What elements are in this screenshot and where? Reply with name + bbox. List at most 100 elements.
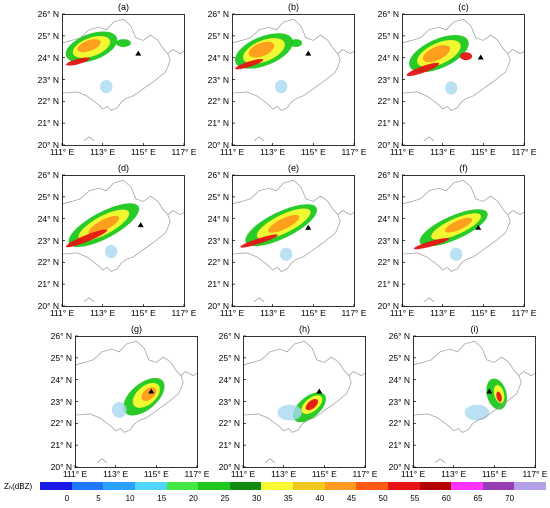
y-tick-label: 21° N <box>207 279 229 290</box>
east-border <box>515 375 522 395</box>
y-tick-label: 25° N <box>207 30 229 41</box>
y-tick-label: 21° N <box>388 440 410 451</box>
y-tick-label: 24° N <box>377 52 399 63</box>
x-tick-label: 117° E <box>511 147 537 157</box>
reflectivity-echo <box>445 81 458 95</box>
reflectivity-echo <box>413 237 450 250</box>
coastline <box>231 232 336 272</box>
radar-site-triangle-icon <box>135 50 142 56</box>
colorbar-tick-label: 25 <box>220 494 230 503</box>
colorbar-segment <box>419 482 452 490</box>
x-tick-label: 113° E <box>103 469 129 479</box>
x-tick-label: 111° E <box>400 469 426 479</box>
y-tick-label: 24° N <box>377 213 399 224</box>
reflectivity-echo <box>449 247 463 261</box>
island-outline <box>96 458 108 463</box>
map-frame <box>401 174 526 307</box>
y-tick-label: 21° N <box>207 118 229 129</box>
map-frame <box>61 174 186 307</box>
y-tick-label: 22° N <box>207 257 229 268</box>
reflectivity-echo <box>406 62 440 77</box>
map-frame <box>231 13 356 146</box>
y-tick-label: 22° N <box>207 96 229 107</box>
reflectivity-echo <box>279 247 293 261</box>
colorbar-title: Zₕ(dBZ) <box>4 482 33 491</box>
coastline <box>401 232 506 272</box>
y-tick-label: 20° N <box>377 140 399 150</box>
y-tick-label: 21° N <box>37 118 59 129</box>
radar-site-triangle-icon <box>316 388 323 394</box>
province-border <box>242 340 367 377</box>
y-tick-label: 24° N <box>37 213 59 224</box>
map-frame <box>242 335 367 468</box>
map-border <box>402 14 525 146</box>
colorbar-segment <box>356 482 388 490</box>
panel-label: (f) <box>459 163 468 173</box>
reflectivity-echo <box>277 404 303 421</box>
x-tick-label: 113° E <box>90 308 116 318</box>
x-tick-label: 111° E <box>219 147 245 157</box>
y-tick-label: 25° N <box>50 352 72 363</box>
island-outline <box>83 136 95 141</box>
colorbar-segment <box>166 482 199 490</box>
reflectivity-echo <box>422 45 451 63</box>
x-tick-label: 117° E <box>352 469 378 479</box>
east-border <box>504 214 511 234</box>
y-tick-label: 23° N <box>37 235 59 246</box>
reflectivity-echo <box>100 80 113 94</box>
y-tick-label: 25° N <box>377 30 399 41</box>
radar-panel-grid: (a) 26° N 25° N 24° N 23° N 22° N 21° N 20° N 11… <box>35 2 550 481</box>
coastline <box>74 393 179 433</box>
x-tick-label: 117° E <box>522 469 548 479</box>
x-tick-label: 117° E <box>341 308 367 318</box>
map-frame <box>412 335 537 468</box>
y-tick-label: 25° N <box>377 191 399 202</box>
colorbar-tick-label: 20 <box>188 494 198 503</box>
colorbar-tick-label: 45 <box>347 494 356 503</box>
coastline <box>231 71 336 111</box>
radar-panel-g: (g) 26° N 25° N 24° N 23° N 22° N 21° N 20° N 11… <box>35 324 219 481</box>
map-border <box>75 336 198 468</box>
y-tick-label: 21° N <box>37 279 59 290</box>
y-tick-label: 22° N <box>388 418 410 429</box>
x-tick-label: 113° E <box>260 308 286 318</box>
colorbar-tick-label: 0 <box>64 494 70 503</box>
y-tick-label: 24° N <box>37 52 59 63</box>
colorbar-segment <box>324 482 357 490</box>
radar-site-triangle-icon <box>486 388 493 394</box>
y-tick-label: 22° N <box>377 96 399 107</box>
x-tick-label: 113° E <box>430 147 456 157</box>
province-border <box>61 179 186 216</box>
island-outline <box>253 136 265 141</box>
radar-site-triangle-icon <box>137 222 144 228</box>
coastline <box>401 71 506 111</box>
reflectivity-echo <box>275 80 288 94</box>
x-tick-label: 113° E <box>430 308 456 318</box>
east-border <box>334 214 341 234</box>
map-border <box>62 175 185 307</box>
east-border <box>345 375 352 395</box>
radar-site-triangle-icon <box>475 224 482 230</box>
colorbar-segment <box>40 482 72 490</box>
radar-panel-i: (i) 26° N 25° N 24° N 23° N 22° N 21° N 20° N 11… <box>373 324 550 481</box>
x-tick-label: 113° E <box>441 469 467 479</box>
map-border <box>232 14 355 146</box>
province-border <box>231 18 356 55</box>
east-border <box>164 53 171 73</box>
panel-label: (i) <box>470 324 479 334</box>
y-tick-label: 22° N <box>37 257 59 268</box>
y-tick-label: 26° N <box>377 170 399 180</box>
y-tick-label: 23° N <box>377 235 399 246</box>
radar-panel-c: (c) 26° N 25° N 24° N 23° N 22° N 21° N 20° N 11… <box>362 2 546 159</box>
reflectivity-echo <box>235 58 264 70</box>
y-tick-label: 25° N <box>37 30 59 41</box>
radar-site-triangle-icon <box>305 224 312 230</box>
colorbar-tick-label: 40 <box>315 494 325 503</box>
map-border <box>413 336 536 468</box>
colorbar-tick-label: 5 <box>96 494 101 503</box>
y-tick-label: 22° N <box>218 418 240 429</box>
colorbar-segment <box>514 482 546 490</box>
coastline <box>61 232 166 272</box>
reflectivity-echo <box>496 391 502 402</box>
province-border <box>231 179 356 216</box>
